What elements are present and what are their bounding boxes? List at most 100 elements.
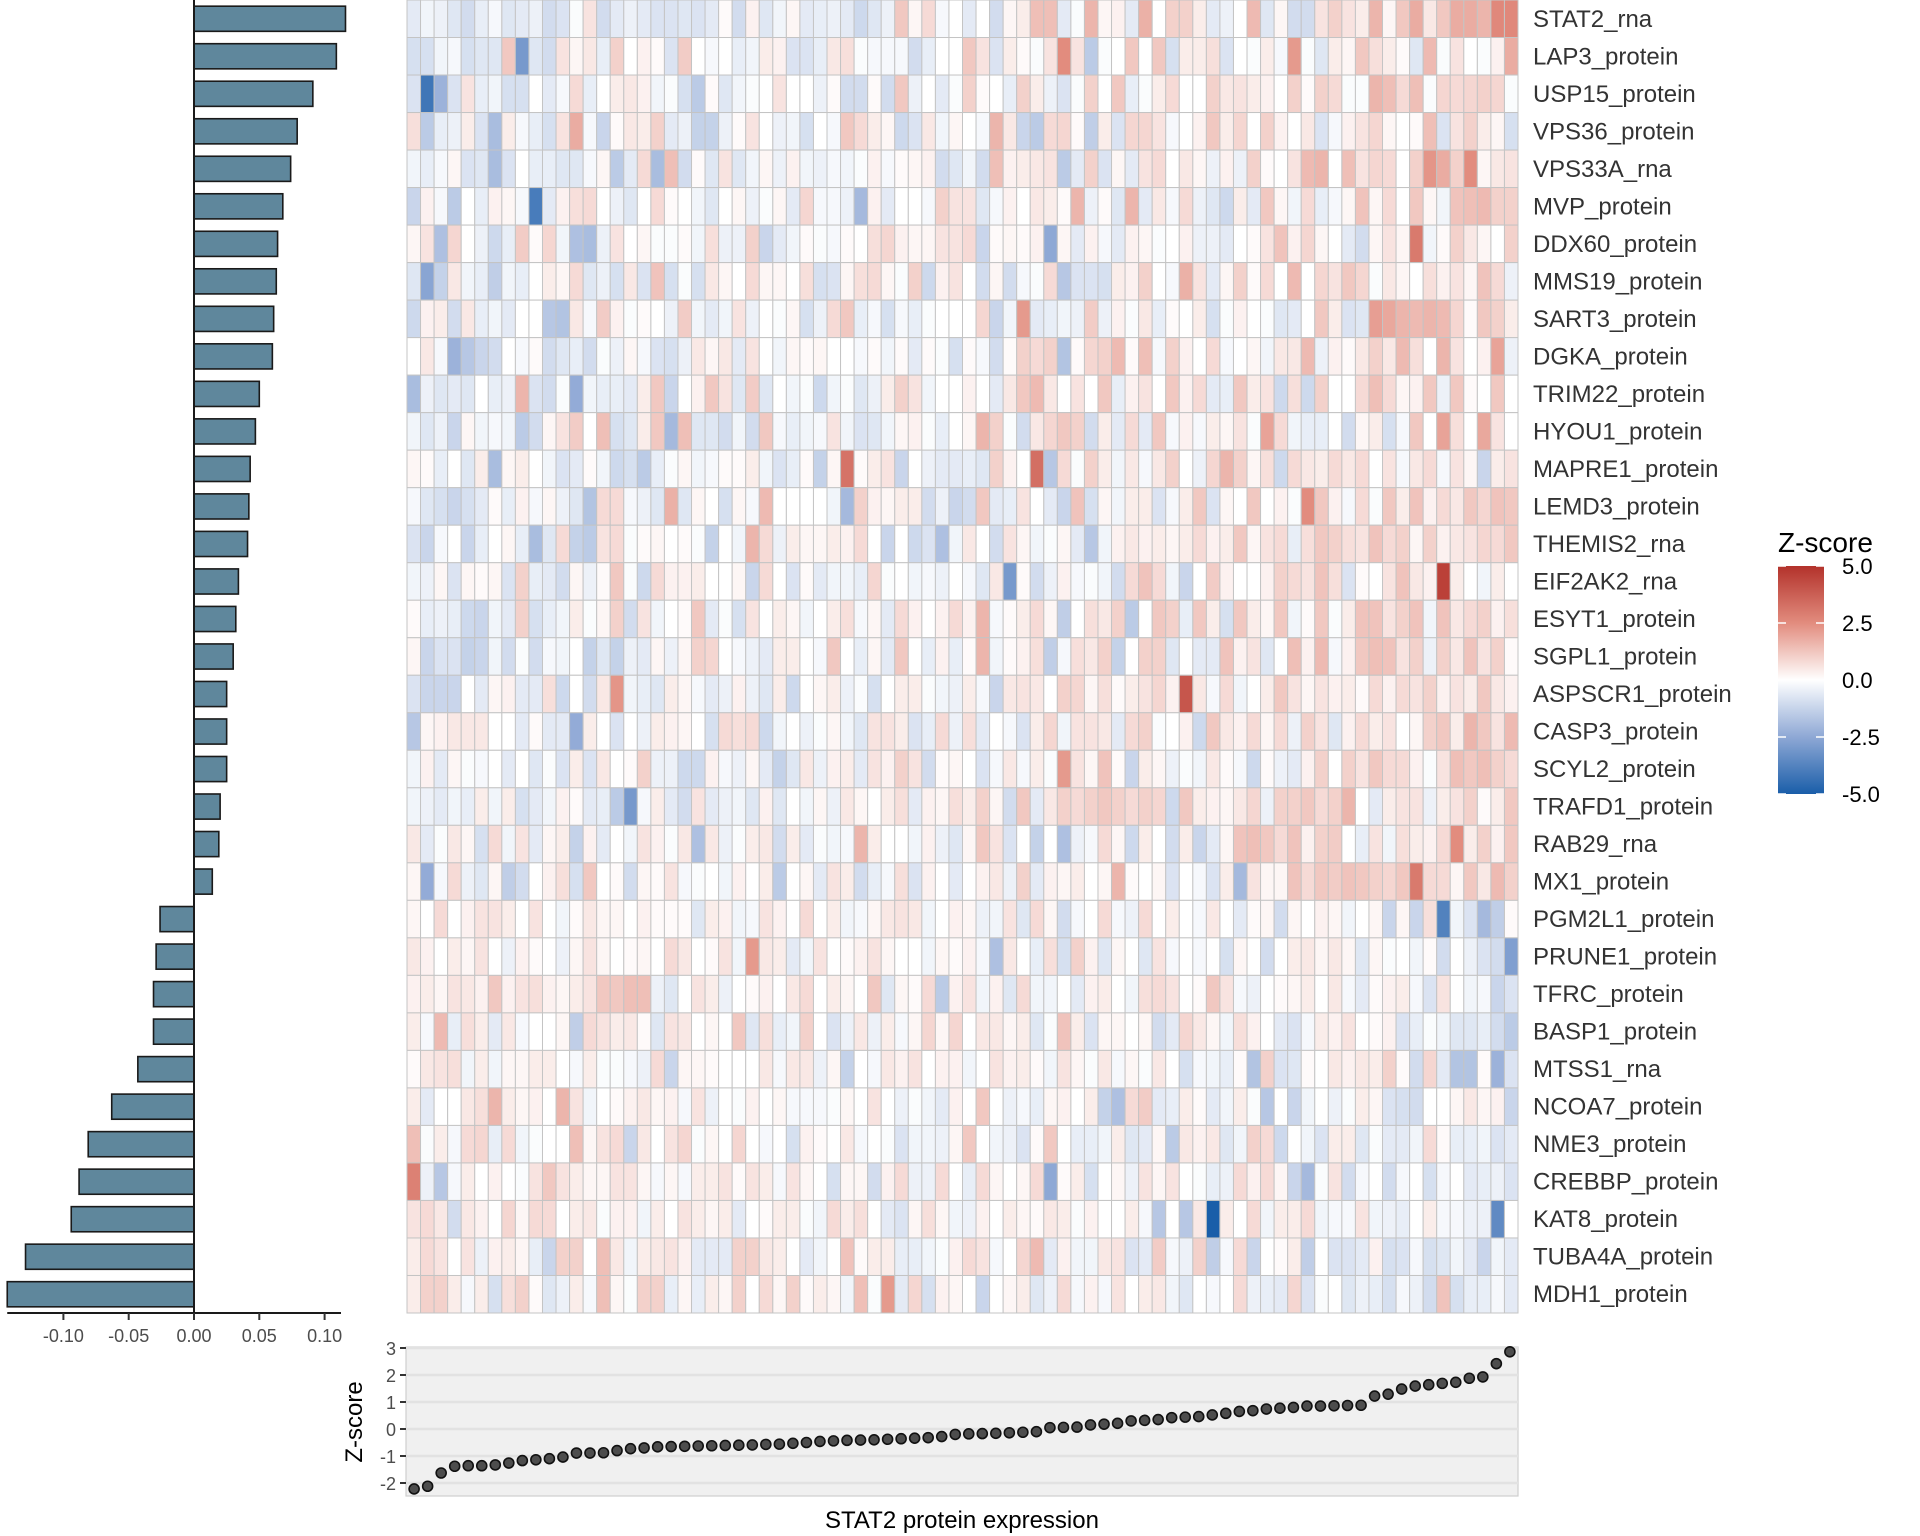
heatmap-cell [1097, 1162, 1113, 1201]
heatmap-cell [1083, 524, 1099, 564]
heatmap-cell [1449, 187, 1465, 226]
heatmap-row-label: LEMD3_protein [1533, 493, 1700, 520]
heatmap-cell [1300, 374, 1316, 414]
heatmap-cell [1070, 937, 1085, 976]
heatmap-cell [1368, 374, 1384, 414]
bar [193, 192, 284, 220]
heatmap-cell [541, 412, 557, 451]
heatmap-cell [704, 449, 720, 489]
heatmap-cell [880, 262, 896, 301]
heatmap-cell [474, 0, 489, 39]
heatmap-cell [582, 974, 598, 1014]
heatmap-cell [799, 1049, 814, 1089]
heatmap-cell [989, 337, 1004, 376]
heatmap-cell [1409, 937, 1424, 976]
heatmap-cell [663, 1274, 679, 1314]
heatmap-cell [528, 149, 543, 189]
heatmap-cell [1449, 674, 1465, 714]
heatmap-panel [406, 0, 1519, 1314]
heatmap-cell [1138, 974, 1153, 1014]
heatmap-cell [514, 1049, 530, 1089]
heatmap-cell [1287, 1049, 1302, 1089]
heatmap-cell [514, 187, 530, 226]
heatmap-cell [989, 599, 1004, 639]
heatmap-cell [934, 449, 950, 489]
heatmap-cell [1260, 787, 1275, 826]
heatmap-cell [1354, 599, 1370, 639]
heatmap-cell [1422, 149, 1438, 189]
heatmap-cell [1192, 1049, 1207, 1089]
heatmap-cell [731, 899, 747, 939]
heatmap-cell [1124, 1274, 1140, 1314]
heatmap-cell [1016, 1199, 1031, 1239]
heatmap-cell [636, 937, 652, 976]
scatter-point [1409, 1380, 1421, 1392]
heatmap-cell [1083, 749, 1099, 789]
heatmap-cell [1476, 749, 1492, 789]
heatmap-cell [1246, 1124, 1262, 1164]
heatmap-cell [1327, 637, 1343, 676]
heatmap-cell [1043, 374, 1058, 414]
heatmap-cell [1083, 1012, 1099, 1051]
heatmap-cell [596, 74, 611, 114]
heatmap-cell [677, 1124, 693, 1164]
heatmap-cell [433, 674, 449, 714]
bar [193, 230, 279, 258]
heatmap-cell [812, 187, 828, 226]
heatmap-cell [1341, 824, 1356, 864]
heatmap-cell [1503, 262, 1519, 301]
heatmap-cell [812, 1124, 828, 1164]
heatmap-cell [1409, 487, 1424, 526]
heatmap-cell [1449, 1237, 1465, 1276]
heatmap-cell [1016, 974, 1031, 1014]
heatmap-cell [1327, 112, 1343, 151]
heatmap-cell [1083, 187, 1099, 226]
heatmap-cell [758, 224, 774, 264]
heatmap-cell [1205, 149, 1221, 189]
heatmap-cell [1449, 749, 1465, 789]
heatmap-cell [460, 899, 476, 939]
heatmap-cell [1354, 299, 1370, 339]
heatmap-cell [1097, 637, 1113, 676]
heatmap-cell [704, 1124, 720, 1164]
heatmap-cell [948, 937, 964, 976]
heatmap-cell [799, 449, 814, 489]
heatmap-cell [1138, 1199, 1153, 1239]
scatter-point [1504, 1345, 1516, 1358]
heatmap-cell [514, 112, 530, 151]
heatmap-cell [1503, 937, 1519, 976]
heatmap-cell [1097, 487, 1113, 526]
heatmap-cell [447, 899, 462, 939]
heatmap-cell [975, 1012, 991, 1051]
heatmap-cell [406, 74, 422, 114]
heatmap-cell [1138, 749, 1153, 789]
heatmap-cell [1043, 187, 1058, 226]
heatmap-cell [1409, 974, 1424, 1014]
heatmap-cell [1382, 637, 1397, 676]
heatmap-cell [718, 974, 733, 1014]
heatmap-cell [1097, 787, 1113, 826]
heatmap-cell [1029, 1049, 1045, 1089]
heatmap-cell [975, 112, 991, 151]
heatmap-cell [691, 1012, 706, 1051]
heatmap-cell [907, 674, 923, 714]
heatmap-cell [772, 937, 787, 976]
heatmap-cell [433, 824, 449, 864]
heatmap-cell [745, 1124, 760, 1164]
heatmap-cell [975, 374, 991, 414]
heatmap-cell [1178, 1274, 1194, 1314]
heatmap-cell [907, 449, 923, 489]
heatmap-cell [1422, 1049, 1438, 1089]
heatmap-cell [1503, 599, 1519, 639]
heatmap-cell [1178, 899, 1194, 939]
heatmap-cell [1056, 149, 1072, 189]
heatmap-cell [1043, 1162, 1058, 1201]
heatmap-cell [894, 1049, 909, 1089]
heatmap-cell [487, 524, 503, 564]
heatmap-cell [907, 862, 923, 901]
heatmap-cell [596, 374, 611, 414]
heatmap-cell [1151, 712, 1167, 751]
heatmap-cell [1273, 899, 1289, 939]
heatmap-cell [420, 1237, 435, 1276]
heatmap-cell [623, 899, 638, 939]
